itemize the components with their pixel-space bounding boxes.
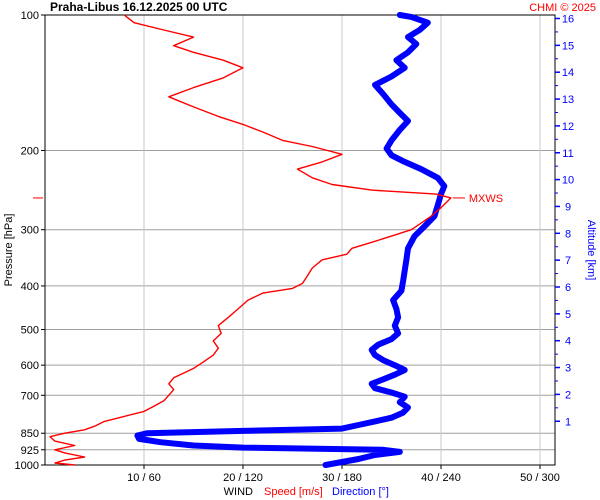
altitude-tick-label: 13: [562, 94, 574, 106]
wind-axis: 10 / 60 20 / 120 30 / 180 40 / 240 50 / 300: [127, 465, 560, 484]
pressure-tick-label: 600: [21, 360, 39, 372]
wind-tick-label: 10 / 60: [127, 472, 161, 484]
pressure-tick-label: 300: [21, 225, 39, 237]
chart-title: Praha-Libus 16.12.2025 00 UTC: [50, 0, 228, 14]
altitude-tick-label: 16: [562, 14, 574, 26]
pressure-tick-label: 700: [21, 390, 39, 402]
annotation-layer: MXWS: [33, 193, 503, 205]
altitude-tick-label: 1: [565, 416, 571, 428]
altitude-tick-label: 14: [562, 67, 574, 79]
series-layer: [49, 12, 452, 468]
grid: [45, 15, 555, 465]
altitude-tick-label: 8: [565, 228, 571, 240]
series-line-direction: [134, 12, 448, 468]
pressure-tick-label: 925: [21, 445, 39, 457]
altitude-tick-label: 4: [565, 336, 571, 348]
pressure-tick-label: 1000: [15, 460, 39, 472]
altitude-tick-label: 10: [562, 175, 574, 187]
altitude-tick-label: 2: [565, 389, 571, 401]
pressure-tick-label: 850: [21, 428, 39, 440]
altitude-tick-label: 11: [562, 148, 573, 160]
altitude-tick-label: 3: [565, 363, 571, 375]
x-axis-label-direction: Direction [°]: [332, 486, 389, 498]
plot-frame: [44, 14, 556, 466]
mxws-label: MXWS: [469, 193, 503, 205]
pressure-tick-label: 100: [21, 10, 39, 22]
pressure-tick-label: 200: [21, 145, 39, 157]
y-axis-label: Pressure [hPa]: [3, 214, 15, 287]
wind-tick-label: 40 / 240: [421, 472, 461, 484]
chart-credit: CHMI © 2025: [529, 2, 596, 14]
x-axis-label-wind: WIND: [224, 486, 253, 498]
pressure-axis: 100 200 300 400 500 600 700 850 925 1000: [15, 10, 45, 472]
altitude-tick-label: 9: [565, 201, 571, 213]
pressure-tick-label: 400: [21, 281, 39, 293]
altitude-tick-label: 15: [562, 40, 574, 52]
wind-tick-label: 50 / 300: [520, 472, 560, 484]
altitude-tick-label: 7: [565, 255, 571, 267]
series-line-speed: [49, 14, 452, 466]
altitude-tick-label: 12: [562, 121, 574, 133]
altitude-axis-label: Altitude [km]: [585, 220, 597, 281]
wind-tick-label: 20 / 120: [223, 472, 263, 484]
wind-tick-label: 30 / 180: [322, 472, 362, 484]
pressure-tick-label: 500: [21, 325, 39, 337]
altitude-tick-label: 5: [565, 309, 571, 321]
altitude-tick-label: 6: [565, 282, 571, 294]
x-axis-label-speed: Speed [m/s]: [264, 486, 323, 498]
